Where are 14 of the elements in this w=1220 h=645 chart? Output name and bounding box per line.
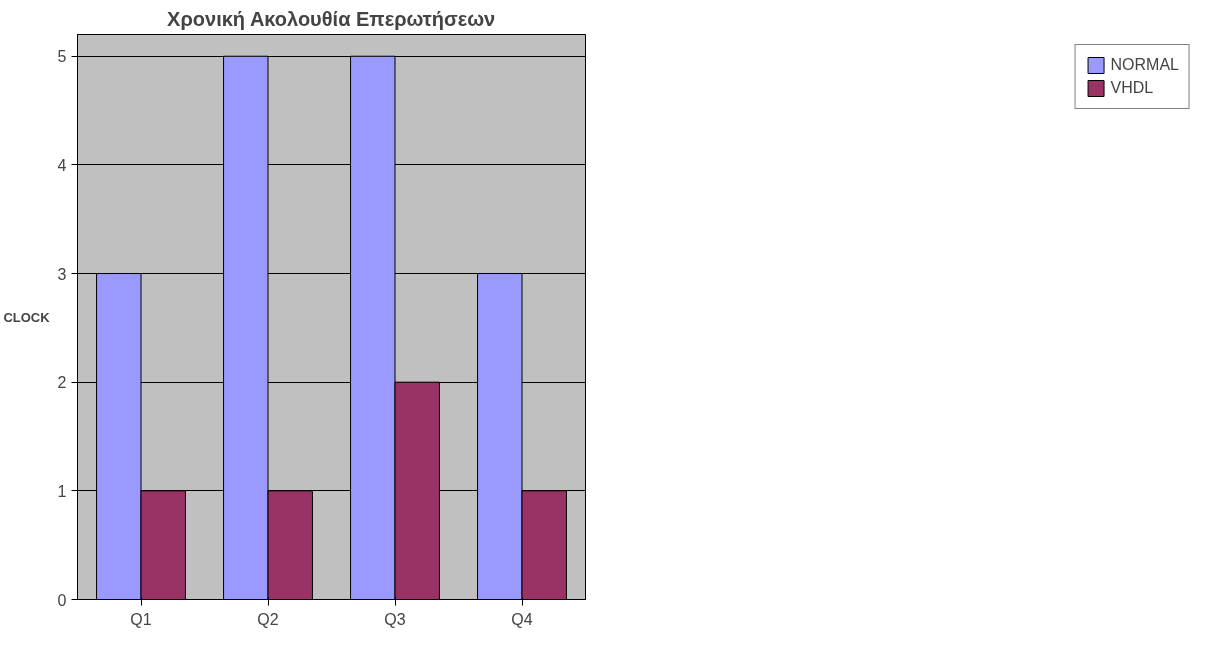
y-tick-label: 0 <box>57 591 67 609</box>
legend-label: VHDL <box>1110 79 1154 97</box>
y-tick-label: 1 <box>57 482 67 500</box>
x-tick-label: Q4 <box>511 610 533 628</box>
y-tick-label: 5 <box>57 48 67 66</box>
x-tick-label: Q3 <box>384 610 406 628</box>
x-tick-label: Q1 <box>130 610 152 628</box>
y-tick-label: 3 <box>57 265 67 283</box>
y-tick-label: 2 <box>57 374 67 392</box>
legend-label: NORMAL <box>1110 56 1179 74</box>
y-axis-title: CLOCK <box>3 309 51 325</box>
y-tick-label: 4 <box>57 156 67 174</box>
x-tick-label: Q2 <box>257 610 279 628</box>
chart-title: Χρονική Ακολουθία Επερωτήσεων <box>167 7 496 30</box>
